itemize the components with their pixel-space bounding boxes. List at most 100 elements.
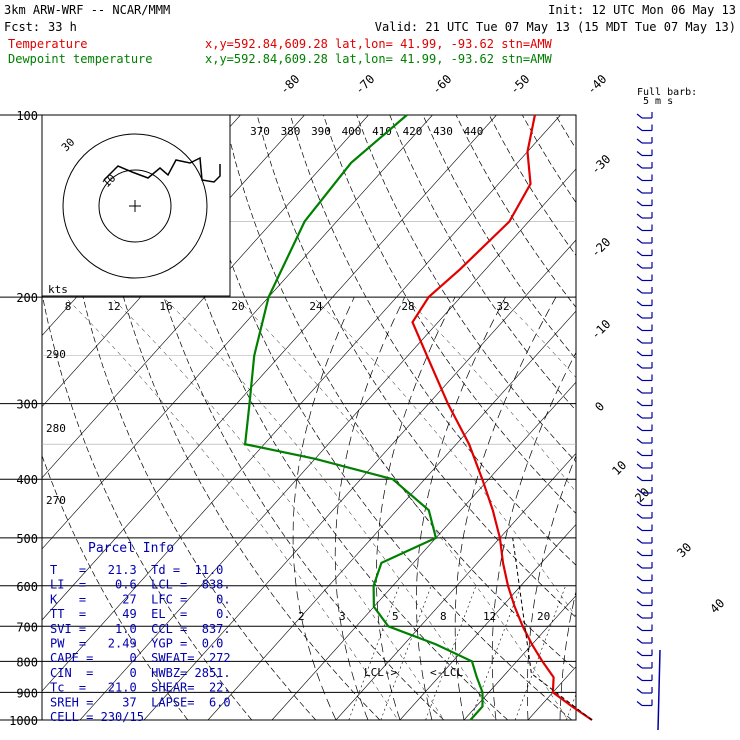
wind-barb-staff <box>636 563 643 569</box>
wind-barb-staff <box>636 326 643 331</box>
wind-barb-staff <box>636 401 643 406</box>
parcel-info-row: TT = 49 EL = 0. <box>50 607 231 621</box>
wind-barb-staff <box>636 376 643 381</box>
isotherm-label--70: -70 <box>352 72 377 97</box>
wind-barb-staff <box>636 251 643 256</box>
wind-barb-staff <box>636 576 643 581</box>
isobar-label-200: 200 <box>16 291 38 305</box>
wind-barb-staff <box>636 476 643 481</box>
wind-barbs <box>636 112 661 731</box>
dry-adiabat-330 <box>289 115 576 566</box>
speed-arc-12 <box>113 299 445 720</box>
wind-barb-staff <box>636 526 643 531</box>
theta-left-label-280: 280 <box>46 422 66 435</box>
dry-adiabat-400 <box>521 115 576 204</box>
dry-adiabat-450 <box>688 115 740 720</box>
speed-arc-32 <box>502 299 576 379</box>
wind-barb-staff <box>636 276 643 281</box>
wind-barb-staff <box>636 663 643 669</box>
dry-adiabat-360 <box>389 115 576 412</box>
isotherm-0 <box>399 523 576 720</box>
hodograph-ring-0 <box>98 169 172 243</box>
wind-barb-staff <box>636 688 643 694</box>
wind-barb-staff <box>636 151 643 156</box>
theta-label-370: 370 <box>250 125 270 138</box>
parcel-info-row: SREH = 37 LAPSE= 6.0 <box>50 695 231 709</box>
theta-label-400: 400 <box>342 125 362 138</box>
wind-barb-staff <box>636 501 643 506</box>
wind-speed-label-16: 16 <box>159 300 172 313</box>
theta-label-380: 380 <box>281 125 301 138</box>
theta-left-label-290: 290 <box>46 348 66 361</box>
speed-arc-28 <box>407 299 576 493</box>
wind-speed-label-20: 20 <box>231 300 244 313</box>
wind-speed-label-32: 32 <box>496 300 509 313</box>
hodograph-ring-1 <box>62 133 208 279</box>
isotherm-label-10: 10 <box>609 458 629 478</box>
legend-dewpoint-location: x,y=592.84,609.28 lat,lon= 41.99, -93.62… <box>205 52 553 66</box>
moist-adiabat-35 <box>624 297 740 720</box>
mixing-ratio-8 <box>470 585 522 720</box>
isotherm-label-0: 0 <box>592 399 607 414</box>
isotherm-label-30: 30 <box>674 540 694 560</box>
dry-adiabat-290 <box>157 115 509 720</box>
wind-barb-staff <box>636 601 643 606</box>
wind-speed-label-8: 8 <box>65 300 72 313</box>
legend-temperature-location: x,y=592.84,609.28 lat,lon= 41.99, -93.62… <box>205 37 553 51</box>
mixing-ratio-label-3: 3 <box>339 610 346 623</box>
isotherm--40 <box>143 239 576 720</box>
wind-barb-staff <box>636 138 643 144</box>
speed-arc-20 <box>237 299 569 720</box>
isotherm-label--50: -50 <box>507 72 532 97</box>
parcel-info-panel: Parcel Info T = 21.3 Td = 11.0LI = 0.6 L… <box>50 541 231 724</box>
dry-adiabat-370 <box>422 115 576 360</box>
wind-barb-staff <box>636 313 643 319</box>
dry-adiabat-420 <box>589 115 740 720</box>
mixing-ratio-3 <box>380 585 432 720</box>
barb-key-label: Full barb: <box>637 87 697 98</box>
dry-adiabat-350 <box>356 115 576 463</box>
moist-adiabat-15 <box>491 351 576 720</box>
wind-barb-staff <box>636 588 643 594</box>
isotherm--20 <box>271 381 576 720</box>
wind-barb-staff <box>636 651 643 656</box>
parcel-info-row: Tc = 21.0 SHEAR= 22. <box>50 681 231 695</box>
init-time: Init: 12 UTC Mon 06 May 13 <box>548 3 736 17</box>
isotherm-label--10: -10 <box>588 317 613 342</box>
isobar-label-500: 500 <box>16 532 38 546</box>
wind-barb-staff <box>636 613 643 619</box>
wind-barb-staff <box>636 301 643 306</box>
moist-adiabat-30 <box>592 297 740 720</box>
wind-barb-staff <box>636 626 643 631</box>
wind-barb-staff <box>636 426 643 431</box>
dry-adiabat-300 <box>190 115 573 720</box>
mixing-ratio-2 <box>348 585 400 720</box>
theta-label-440: 440 <box>464 125 484 138</box>
isotherm--10 <box>335 452 576 720</box>
wind-speed-label-28: 28 <box>401 300 414 313</box>
parcel-info-row: CAPE = 0 SWEAT= 272 <box>50 651 231 665</box>
dry-adiabat-390 <box>488 115 576 256</box>
wind-barb-staff <box>636 213 643 219</box>
wind-barb-staff <box>636 488 643 494</box>
isotherm-label-20: 20 <box>632 485 652 505</box>
valid-time: Valid: 21 UTC Tue 07 May 13 (15 MDT Tue … <box>375 20 736 34</box>
dry-adiabat-380 <box>455 115 576 308</box>
wind-barb-staff <box>636 288 643 294</box>
legend-temperature: Temperature <box>8 37 87 51</box>
isobar-label-100: 100 <box>16 109 38 123</box>
theta-label-390: 390 <box>311 125 331 138</box>
theta-label-420: 420 <box>403 125 423 138</box>
wind-barb-staff <box>636 201 643 206</box>
wind-barb-staff <box>636 438 643 444</box>
speed-arc-8 <box>67 299 399 720</box>
hodograph-trace <box>103 156 221 183</box>
isotherm-label--20: -20 <box>588 235 613 260</box>
isobar-label-1000: 1000 <box>9 714 38 728</box>
moist-adiabat-0 <box>376 296 456 720</box>
fcst-label: Fcst: <box>4 20 40 34</box>
dry-adiabat-320 <box>256 115 576 618</box>
dry-adiabat-460 <box>721 115 740 720</box>
isotherm-label--30: -30 <box>588 152 613 177</box>
